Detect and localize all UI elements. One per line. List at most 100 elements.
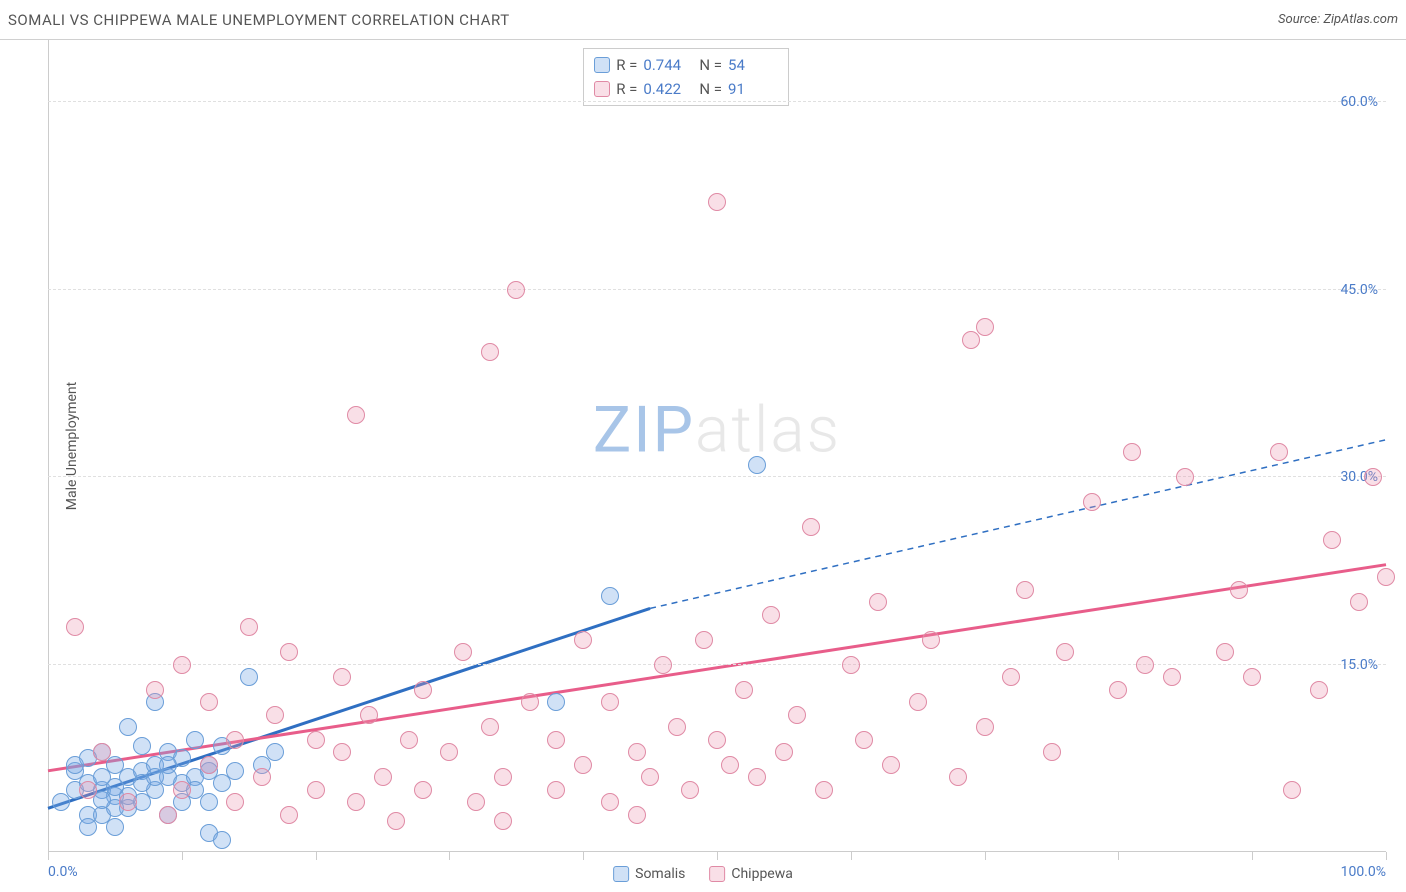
data-point: [280, 806, 298, 824]
legend-series-label: Chippewa: [731, 866, 793, 882]
legend-swatch: [594, 57, 610, 73]
data-point: [708, 193, 726, 211]
legend-series: SomalisChippewa: [613, 866, 793, 882]
data-point: [601, 693, 619, 711]
x-tick-label: 0.0%: [48, 864, 78, 880]
legend-swatch: [613, 866, 629, 882]
data-point: [454, 643, 472, 661]
data-point: [976, 718, 994, 736]
data-point: [146, 681, 164, 699]
chart-header: SOMALI VS CHIPPEWA MALE UNEMPLOYMENT COR…: [0, 0, 1406, 40]
x-tick: [182, 852, 183, 860]
data-point: [347, 406, 365, 424]
data-point: [106, 778, 124, 796]
data-point: [708, 731, 726, 749]
legend-stats-row: R =0.422N =91: [594, 77, 778, 101]
data-point: [721, 756, 739, 774]
watermark-suffix: atlas: [695, 392, 841, 467]
data-point: [788, 706, 806, 724]
data-point: [842, 656, 860, 674]
data-point: [909, 693, 927, 711]
data-point: [93, 743, 111, 761]
x-tick: [316, 852, 317, 860]
y-tick-label: 45.0%: [1340, 282, 1378, 298]
data-point: [400, 731, 418, 749]
data-point: [1176, 468, 1194, 486]
data-point: [547, 781, 565, 799]
data-point: [681, 781, 699, 799]
data-point: [641, 768, 659, 786]
data-point: [200, 793, 218, 811]
data-point: [481, 343, 499, 361]
data-point: [654, 656, 672, 674]
data-point: [1043, 743, 1061, 761]
data-point: [280, 643, 298, 661]
data-point: [628, 743, 646, 761]
data-point: [1216, 643, 1234, 661]
data-point: [1123, 443, 1141, 461]
data-point: [200, 693, 218, 711]
data-point: [494, 812, 512, 830]
legend-n-label: N =: [699, 53, 722, 77]
legend-swatch: [709, 866, 725, 882]
data-point: [521, 693, 539, 711]
data-point: [333, 743, 351, 761]
data-point: [1350, 593, 1368, 611]
data-point: [106, 818, 124, 836]
data-point: [1109, 681, 1127, 699]
data-point: [173, 656, 191, 674]
data-point: [266, 743, 284, 761]
data-point: [775, 743, 793, 761]
x-tick: [449, 852, 450, 860]
data-point: [467, 793, 485, 811]
data-point: [119, 793, 137, 811]
source-prefix: Source:: [1278, 12, 1323, 27]
data-point: [1136, 656, 1154, 674]
data-point: [213, 831, 231, 849]
data-point: [66, 618, 84, 636]
chart-source: Source: ZipAtlas.com: [1278, 12, 1398, 27]
data-point: [414, 681, 432, 699]
data-point: [253, 768, 271, 786]
data-point: [735, 681, 753, 699]
legend-r-label: R =: [616, 53, 637, 77]
data-point: [1163, 668, 1181, 686]
data-point: [494, 768, 512, 786]
x-tick: [48, 852, 49, 860]
legend-n-value: 91: [728, 77, 778, 101]
data-point: [387, 812, 405, 830]
data-point: [440, 743, 458, 761]
legend-r-value: 0.422: [643, 77, 693, 101]
data-point: [882, 756, 900, 774]
data-point: [240, 618, 258, 636]
data-point: [922, 631, 940, 649]
data-point: [1002, 668, 1020, 686]
data-point: [186, 731, 204, 749]
data-point: [226, 762, 244, 780]
data-point: [1283, 781, 1301, 799]
data-point: [869, 593, 887, 611]
x-tick: [1386, 852, 1387, 860]
data-point: [481, 718, 499, 736]
plot-area: ZIPatlas R =0.744N =54R =0.422N =91 15.0…: [48, 40, 1386, 852]
data-point: [226, 731, 244, 749]
grid-line: [48, 289, 1386, 290]
x-tick-label: 100.0%: [1341, 864, 1386, 880]
data-point: [360, 706, 378, 724]
data-point: [507, 281, 525, 299]
data-point: [574, 756, 592, 774]
data-point: [1310, 681, 1328, 699]
chart-title: SOMALI VS CHIPPEWA MALE UNEMPLOYMENT COR…: [8, 11, 510, 29]
data-point: [1377, 568, 1395, 586]
data-point: [119, 718, 137, 736]
data-point: [601, 587, 619, 605]
data-point: [668, 718, 686, 736]
data-point: [547, 731, 565, 749]
data-point: [949, 768, 967, 786]
data-point: [307, 731, 325, 749]
y-axis: [48, 40, 49, 852]
data-point: [695, 631, 713, 649]
grid-line: [48, 664, 1386, 665]
data-point: [1083, 493, 1101, 511]
data-point: [1243, 668, 1261, 686]
